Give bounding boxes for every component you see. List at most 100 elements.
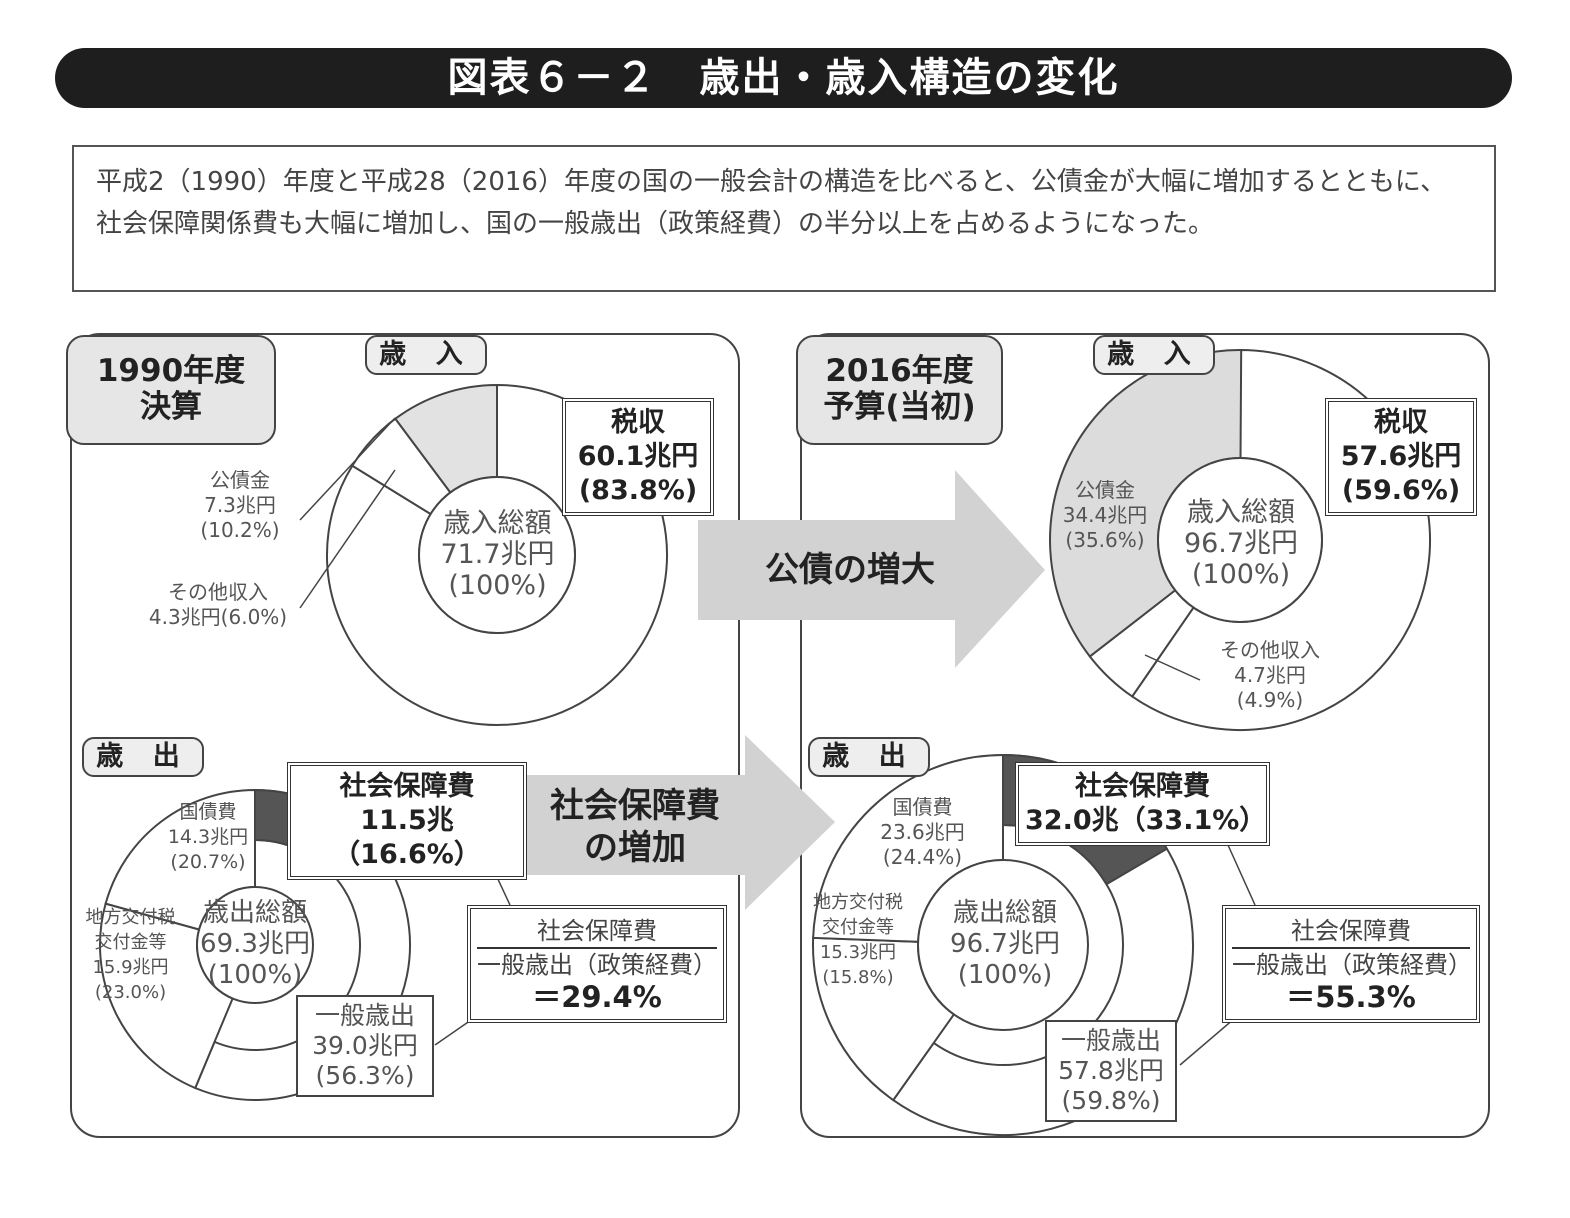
label-line: (83.8%) bbox=[578, 475, 698, 506]
pie-center-label: 歳入総額 96.7兆円 (100%) bbox=[1162, 497, 1320, 590]
label-line: 15.9兆円 bbox=[92, 957, 169, 978]
pie-center-circle bbox=[1157, 457, 1323, 623]
label-line: 60.1兆円 bbox=[577, 441, 699, 472]
label-line: その他収入 bbox=[1220, 638, 1320, 662]
data-label-general-2016: 一般歳出 57.8兆円 (59.8%) bbox=[1045, 1020, 1177, 1122]
label-line: 地方交付税 bbox=[813, 892, 903, 913]
data-label-bonds-2016: 公債金 34.4兆円 (35.6%) bbox=[1050, 478, 1160, 553]
data-label-debt-1990: 国債費 14.3兆円 (20.7%) bbox=[158, 800, 258, 875]
data-label-social-2016: 社会保障費 32.0兆（33.1%） bbox=[1015, 762, 1270, 846]
label-line: (23.0%) bbox=[94, 982, 167, 1003]
ratio-value: ＝29.4% bbox=[532, 980, 662, 1014]
year-label-2016: 2016年度 予算(当初) bbox=[796, 335, 1003, 445]
label-line: 一般歳出 bbox=[1060, 1026, 1161, 1055]
center-line: 歳入総額 bbox=[1187, 497, 1295, 528]
label-line: (20.7%) bbox=[170, 851, 246, 873]
label-line: (15.8%) bbox=[822, 967, 894, 988]
leader-line bbox=[299, 469, 396, 609]
data-label-local-1990: 地方交付税交付金等 15.9兆円 (23.0%) bbox=[78, 905, 183, 1005]
center-line: 96.7兆円 bbox=[950, 929, 1060, 959]
leader-line bbox=[299, 417, 396, 521]
label-line: 23.6兆円 bbox=[880, 820, 965, 844]
description-box: 平成2（1990）年度と平成28（2016）年度の国の一般会計の構造を比べると、… bbox=[72, 145, 1496, 292]
center-line: 歳出総額 bbox=[952, 898, 1057, 928]
label-line: 国債費 bbox=[892, 795, 953, 819]
label-line: 32.0兆（33.1%） bbox=[1025, 805, 1267, 836]
center-line: 69.3兆円 bbox=[200, 929, 310, 959]
data-label-social-1990: 社会保障費 11.5兆（16.6%） bbox=[287, 762, 527, 880]
arrow-label-bonds: 公債の増大 bbox=[765, 550, 935, 590]
section-tag-revenue-1990: 歳 入 bbox=[365, 335, 487, 375]
label-line: その他収入 bbox=[168, 580, 268, 604]
label-line: 4.7兆円 bbox=[1234, 663, 1306, 687]
data-label-tax-2016: 税収 57.6兆円 (59.6%) bbox=[1325, 398, 1477, 516]
section-tag-expenditure-2016: 歳 出 bbox=[808, 737, 930, 777]
label-line: 交付金等 bbox=[94, 932, 167, 953]
label-line: 税収 bbox=[611, 407, 665, 438]
ratio-denominator: 一般歳出（政策経費） bbox=[1232, 951, 1472, 979]
center-line: (100%) bbox=[207, 960, 303, 990]
data-label-bonds-1990: 公債金 7.3兆円 (10.2%) bbox=[180, 468, 300, 543]
label-line: 税収 bbox=[1374, 407, 1428, 438]
center-line: 歳出総額 bbox=[202, 898, 307, 928]
label-line: 11.5兆（16.6%） bbox=[333, 805, 481, 870]
label-line: 公債金 bbox=[1075, 478, 1135, 502]
center-line: 71.7兆円 bbox=[440, 539, 555, 570]
label-line: (4.9%) bbox=[1236, 688, 1304, 712]
leader-line bbox=[1144, 654, 1201, 681]
label-line: 39.0兆円 bbox=[312, 1031, 418, 1060]
pie-center-circle bbox=[418, 476, 576, 634]
arrow-label-line: 社会保障費 bbox=[550, 786, 720, 826]
ratio-box-1990: 社会保障費 一般歳出（政策経費） ＝29.4% bbox=[467, 905, 727, 1023]
year-subtext: 決算 bbox=[140, 389, 202, 425]
year-subtext: 予算(当初) bbox=[823, 389, 976, 425]
arrow-label-social: 社会保障費 の増加 bbox=[530, 785, 740, 869]
label-line: 4.3兆円(6.0%) bbox=[148, 605, 288, 629]
data-label-other-2016: その他収入 4.7兆円 (4.9%) bbox=[1205, 638, 1335, 713]
label-line: 交付金等 bbox=[822, 917, 894, 938]
label-line: (35.6%) bbox=[1065, 528, 1145, 552]
arrow-bonds-increase bbox=[698, 470, 1045, 668]
label-line: (56.3%) bbox=[315, 1061, 415, 1090]
center-line: (100%) bbox=[448, 570, 547, 601]
ratio-numerator: 社会保障費 bbox=[477, 915, 717, 949]
pie-center-circle bbox=[196, 886, 314, 1004]
year-label-1990: 1990年度 決算 bbox=[66, 335, 276, 445]
pie-center-label: 歳出総額 96.7兆円 (100%) bbox=[930, 898, 1080, 991]
label-line: 一般歳出 bbox=[314, 1001, 415, 1030]
center-line: (100%) bbox=[957, 960, 1053, 990]
label-line: 7.3兆円 bbox=[204, 493, 276, 517]
label-line: 57.8兆円 bbox=[1058, 1056, 1164, 1085]
data-label-debt-2016: 国債費 23.6兆円 (24.4%) bbox=[865, 795, 980, 870]
year-text: 2016年度 bbox=[825, 353, 974, 389]
leader-line bbox=[1227, 844, 1256, 906]
label-line: 15.3兆円 bbox=[819, 942, 897, 963]
label-line: (59.8%) bbox=[1061, 1086, 1161, 1115]
panel-1990 bbox=[70, 333, 740, 1138]
data-label-other-1990: その他収入 4.3兆円(6.0%) bbox=[128, 580, 308, 630]
pie-center-label: 歳入総額 71.7兆円 (100%) bbox=[420, 508, 575, 601]
center-line: (100%) bbox=[1191, 559, 1291, 590]
data-label-local-2016: 地方交付税交付金等 15.3兆円 (15.8%) bbox=[808, 890, 908, 990]
ratio-box-2016: 社会保障費 一般歳出（政策経費） ＝55.3% bbox=[1222, 905, 1480, 1023]
panel-2016 bbox=[800, 333, 1490, 1138]
ratio-numerator: 社会保障費 bbox=[1232, 915, 1470, 949]
label-line: 社会保障費 bbox=[1075, 771, 1210, 802]
figure-title: 図表６－２ 歳出・歳入構造の変化 bbox=[55, 48, 1512, 108]
label-line: 社会保障費 bbox=[339, 771, 475, 802]
label-line: 57.6兆円 bbox=[1340, 441, 1462, 472]
pie-center-circle bbox=[917, 859, 1089, 1031]
data-label-tax-1990: 税収 60.1兆円 (83.8%) bbox=[562, 398, 714, 516]
label-line: 地方交付税 bbox=[85, 907, 176, 928]
section-tag-revenue-2016: 歳 入 bbox=[1093, 335, 1215, 375]
label-line: 14.3兆円 bbox=[167, 826, 249, 848]
label-line: 国債費 bbox=[179, 801, 237, 823]
ratio-value: ＝55.3% bbox=[1286, 980, 1416, 1014]
center-line: 歳入総額 bbox=[443, 508, 552, 539]
label-line: (10.2%) bbox=[200, 518, 280, 542]
year-text: 1990年度 bbox=[96, 353, 246, 389]
label-line: (24.4%) bbox=[882, 845, 963, 869]
label-line: 34.4兆円 bbox=[1062, 503, 1148, 527]
label-line: 公債金 bbox=[210, 468, 270, 492]
label-line: (59.6%) bbox=[1341, 475, 1461, 506]
